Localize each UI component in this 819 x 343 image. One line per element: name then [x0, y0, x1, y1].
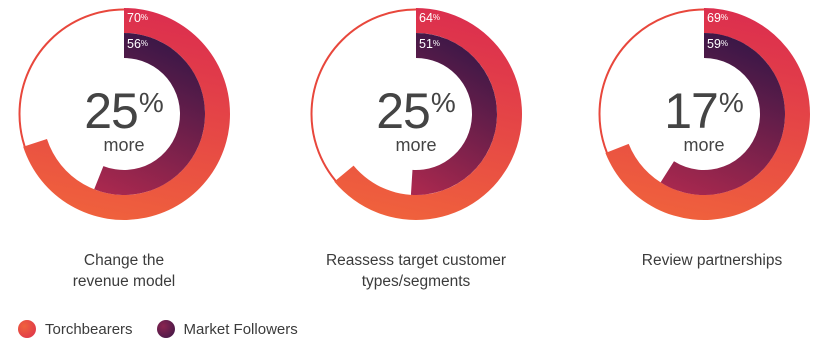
donut-chart-3: 17% more 69% 59% — [598, 8, 810, 220]
market-followers-value-label: 51% — [419, 37, 440, 51]
donut-caption-1: Change the revenue model — [34, 250, 214, 292]
value-number: 56 — [127, 37, 141, 51]
center-percent-sign: % — [138, 87, 164, 118]
torchbearers-value-label: 70% — [127, 11, 148, 25]
value-unit: % — [432, 39, 441, 48]
center-sub-label: more — [683, 135, 725, 155]
center-sub-label: more — [103, 135, 145, 155]
value-unit: % — [140, 39, 149, 48]
donut-chart-2: 25% more 64% 51% — [310, 8, 522, 221]
legend-label: Torchbearers — [45, 320, 133, 338]
value-number: 51 — [419, 37, 433, 51]
market-followers-arc — [660, 33, 785, 195]
legend-label: Market Followers — [183, 320, 298, 338]
donut-center-value: 17% — [598, 82, 810, 140]
value-unit: % — [432, 13, 441, 22]
market-followers-swatch — [156, 320, 175, 338]
donut-chart-3-svg — [598, 8, 810, 220]
value-number: 70 — [127, 11, 141, 25]
center-number: 25 — [376, 83, 431, 139]
donut-caption-3: Review partnerships — [612, 250, 812, 271]
donut-center-value: 25% — [310, 82, 522, 140]
torchbearers-swatch — [18, 320, 36, 338]
value-unit: % — [720, 39, 729, 48]
legend-item-torchbearers: Torchbearers — [18, 320, 133, 338]
center-number: 25 — [84, 83, 139, 139]
caption-line: Review partnerships — [641, 252, 783, 269]
value-unit: % — [140, 13, 149, 22]
donut-center-value: 25% — [18, 82, 230, 140]
market-followers-value-label: 56% — [127, 37, 148, 51]
caption-line: Change the — [83, 252, 165, 269]
market-followers-value-label: 59% — [707, 37, 728, 51]
donut-chart-1-svg — [18, 8, 230, 221]
center-sub-label: more — [395, 135, 437, 155]
donut-caption-2: Reassess target customer types/segments — [296, 250, 536, 292]
torchbearers-value-label: 69% — [707, 11, 728, 25]
value-number: 69 — [707, 11, 721, 25]
market-followers-arc — [410, 33, 497, 195]
center-percent-sign: % — [430, 87, 456, 118]
caption-line: types/segments — [361, 273, 471, 290]
value-number: 59 — [707, 37, 721, 51]
value-unit: % — [720, 13, 729, 22]
caption-line: revenue model — [72, 273, 176, 290]
legend-item-market-followers: Market Followers — [156, 320, 298, 338]
donut-chart-1: 25% more 70% 56% — [18, 8, 230, 221]
center-percent-sign: % — [718, 87, 744, 118]
market-followers-arc — [94, 33, 206, 195]
torchbearers-arc — [334, 8, 522, 221]
caption-line: Reassess target customer — [325, 252, 507, 269]
donut-chart-2-svg — [310, 8, 522, 221]
center-number: 17 — [664, 83, 719, 139]
legend: Torchbearers Market Followers — [18, 320, 322, 338]
value-number: 64 — [419, 11, 433, 25]
torchbearers-value-label: 64% — [419, 11, 440, 25]
